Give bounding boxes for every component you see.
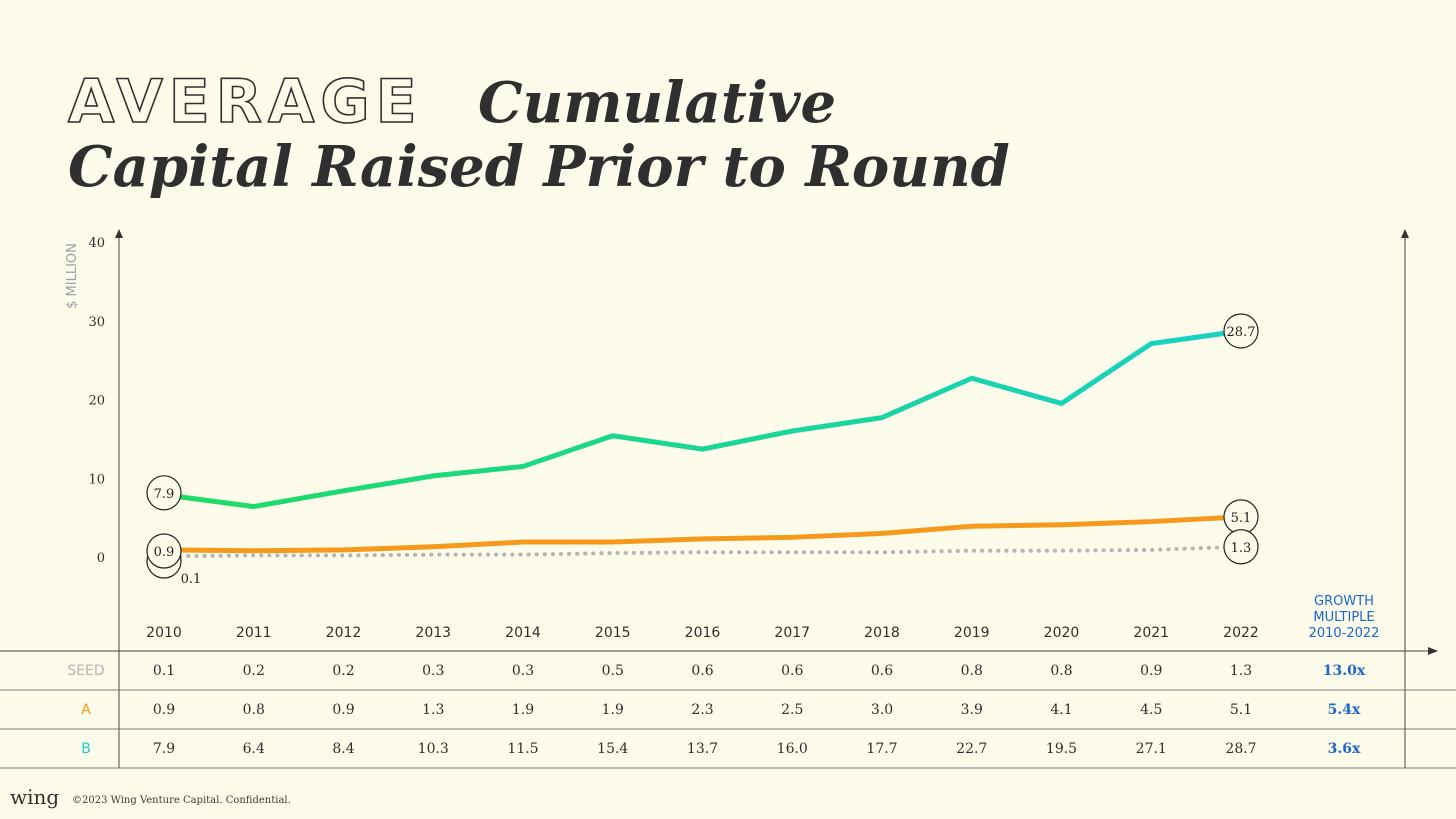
table-cell: 0.3	[512, 663, 534, 679]
growth-header-line1: GROWTH	[1314, 594, 1374, 609]
y-tick-label: 30	[88, 315, 105, 330]
start-a-bubble	[146, 533, 182, 569]
table-cell: 0.6	[781, 663, 803, 679]
table-row-label-a: A	[81, 702, 91, 718]
point-labels: 0.9 0.1 7.9 28.7 5.1 1.3	[146, 313, 1259, 587]
series-line-a	[161, 514, 1244, 554]
x-tick-labels: 2010 2011 2012 2013 2014 2015 2016 2017 2018 2019…	[146, 625, 1259, 641]
table-cell: 1.9	[512, 702, 534, 718]
series-line-seed	[162, 544, 1243, 559]
table-cell: 3.9	[961, 702, 983, 718]
growth-multiple-b: 3.6x	[1328, 741, 1361, 757]
x-tick-label: 2010	[146, 625, 182, 641]
table-cell: 0.8	[1050, 663, 1072, 679]
y-tick-label: 40	[88, 236, 105, 251]
data-table: SEED 0.1 0.2 0.2 0.3 0.3 0.5 0.6 0.6 0.6 0.8 0.8 0.9…	[0, 663, 1456, 769]
end-seed-bubble	[1223, 529, 1259, 565]
title-outline-word: AVERAGE	[68, 67, 423, 137]
footer-note: ©2023 Wing Venture Capital. Confidential…	[72, 795, 291, 806]
x-tick-label: 2011	[236, 625, 272, 641]
table-cell: 0.8	[961, 663, 983, 679]
end-a-text: 5.1	[1231, 511, 1252, 526]
table-cell: 8.4	[332, 741, 354, 757]
x-tick-label: 2022	[1223, 625, 1259, 641]
table-cell: 3.0	[871, 702, 893, 718]
series-lines	[161, 328, 1244, 559]
start-b-bubble	[146, 475, 182, 511]
table-cell: 0.3	[422, 663, 444, 679]
table-cell: 10.3	[418, 741, 449, 757]
table-cell: 28.7	[1225, 741, 1256, 757]
table-cell: 7.9	[153, 741, 175, 757]
x-tick-label: 2015	[595, 625, 631, 641]
table-cell: 27.1	[1136, 741, 1167, 757]
title-line1-rest: Cumulative	[478, 70, 836, 136]
table-row-label-seed: SEED	[67, 663, 104, 679]
x-tick-label: 2019	[954, 625, 990, 641]
x-tick-label: 2021	[1133, 625, 1169, 641]
title-line2: Capital Raised Prior to Round	[68, 134, 1010, 200]
start-seed-text: 0.1	[181, 572, 202, 587]
end-seed-text: 1.3	[1231, 541, 1252, 556]
table-cell: 0.1	[153, 663, 175, 679]
table-cell: 5.1	[1230, 702, 1252, 718]
table-cell: 11.5	[507, 741, 538, 757]
y-tick-labels: 0 10 20 30 40	[88, 236, 105, 566]
table-cell: 0.8	[243, 702, 265, 718]
growth-header: GROWTH MULTIPLE 2010-2022	[1309, 594, 1380, 641]
table-cell: 19.5	[1046, 741, 1077, 757]
x-tick-label: 2014	[505, 625, 541, 641]
table-cell: 1.9	[602, 702, 624, 718]
x-tick-label: 2016	[685, 625, 721, 641]
table-cell: 0.9	[153, 702, 175, 718]
table-cell: 16.0	[777, 741, 808, 757]
growth-header-line3: 2010-2022	[1309, 626, 1380, 641]
table-cell: 15.4	[597, 741, 628, 757]
table-cell: 6.4	[243, 741, 265, 757]
table-cell: 0.9	[1140, 663, 1162, 679]
table-cell: 1.3	[1230, 663, 1252, 679]
end-b-text: 28.7	[1227, 325, 1256, 340]
x-axis-arrow	[1428, 647, 1438, 655]
table-cell: 0.6	[691, 663, 713, 679]
x-tick-label: 2018	[864, 625, 900, 641]
y-tick-label: 20	[88, 394, 105, 409]
growth-multiple-a: 5.4x	[1328, 702, 1361, 718]
table-cell: 0.5	[602, 663, 624, 679]
x-tick-label: 2012	[326, 625, 362, 641]
table-cell: 0.6	[871, 663, 893, 679]
table-cell: 0.9	[332, 702, 354, 718]
table-row-label-b: B	[81, 741, 91, 757]
wing-logo: wing	[10, 785, 60, 809]
y-tick-label: 10	[88, 472, 105, 487]
table-cell: 4.5	[1140, 702, 1162, 718]
y-tick-label: 0	[97, 551, 105, 566]
table-cell: 2.3	[691, 702, 713, 718]
x-tick-label: 2020	[1044, 625, 1080, 641]
growth-multiple-seed: 13.0x	[1323, 663, 1366, 679]
y-axis-label: $ MILLION	[65, 243, 80, 309]
table-cell: 0.2	[243, 663, 265, 679]
table-cell: 13.7	[687, 741, 718, 757]
table-cell: 22.7	[956, 741, 987, 757]
table-cell: 1.3	[422, 702, 444, 718]
x-tick-label: 2017	[774, 625, 810, 641]
table-cell: 0.2	[332, 663, 354, 679]
start-b-text: 7.9	[154, 487, 175, 502]
series-line-b	[161, 328, 1244, 510]
start-a-text: 0.9	[154, 545, 175, 560]
table-cell: 17.7	[866, 741, 897, 757]
table-cell: 2.5	[781, 702, 803, 718]
y-axis-arrow	[115, 229, 123, 238]
end-b-bubble	[1223, 313, 1259, 349]
growth-header-line2: MULTIPLE	[1313, 610, 1374, 625]
right-axis-arrow	[1401, 229, 1409, 238]
x-tick-label: 2013	[415, 625, 451, 641]
table-cell: 4.1	[1050, 702, 1072, 718]
